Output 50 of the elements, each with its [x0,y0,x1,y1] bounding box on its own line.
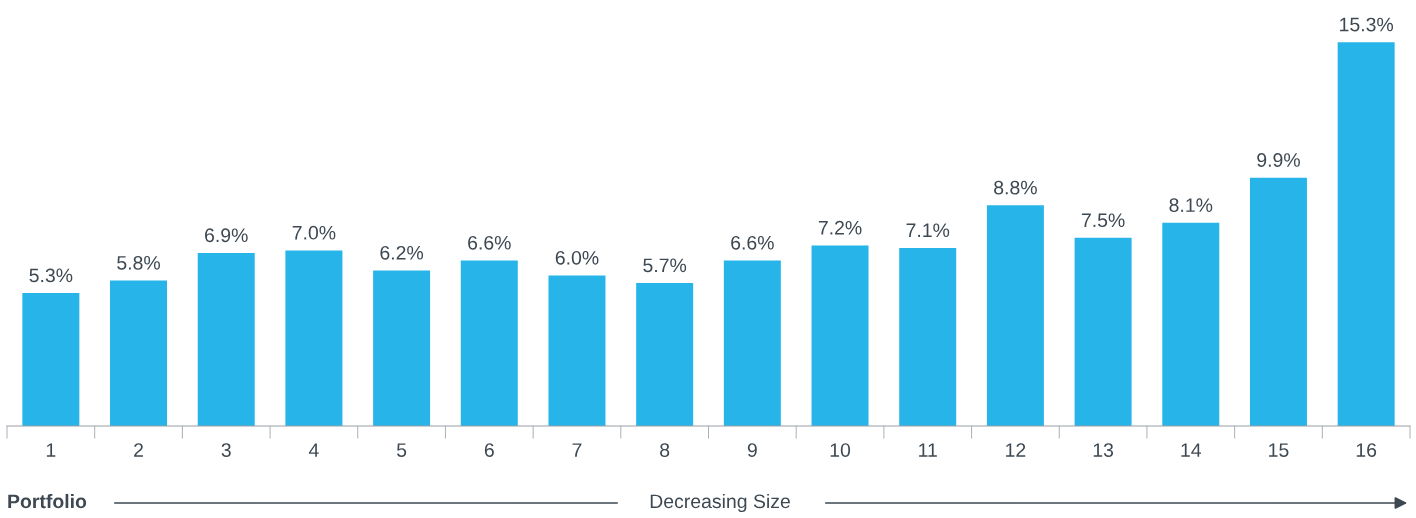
bar [636,283,694,426]
x-tick-label: 16 [1356,443,1377,457]
x-tick-label: 1 [46,443,56,457]
bar [1337,42,1395,426]
data-label: 15.3% [1340,17,1394,32]
x-tick-label: 6 [484,443,494,457]
bar [811,245,869,426]
bar [548,275,606,426]
bar [197,252,255,426]
data-label: 7.2% [818,220,862,235]
x-tick-label: 15 [1269,443,1289,457]
data-label: 9.9% [1257,153,1300,167]
x-tick-label: 12 [1006,443,1026,457]
data-label: 7.0% [292,225,336,240]
x-tick-label: 14 [1181,443,1202,457]
bar [22,293,80,426]
data-label: 7.1% [906,223,950,238]
bar [285,250,343,426]
x-tick-label: 13 [1093,443,1114,457]
bar [1162,222,1220,426]
data-label: 5.8% [117,255,160,270]
data-label: 5.3% [29,268,73,283]
data-label: 5.7% [643,258,687,273]
x-tick-label: 7 [572,443,582,457]
x-tick-label: 10 [830,443,851,457]
data-label: 6.6% [731,235,774,250]
bar [1074,237,1132,426]
bar [986,205,1044,426]
x-tick-label: 8 [660,443,670,457]
data-label: 6.2% [380,245,424,260]
bar [373,270,431,426]
x-tick-label: 9 [747,443,757,457]
data-label: 8.1% [1169,198,1213,213]
x-tick-label: 11 [919,443,937,457]
bar [723,260,781,426]
x-tick-label: 2 [134,443,143,457]
bar [110,280,168,426]
bar [1249,177,1307,426]
data-label: 6.0% [555,250,599,265]
x-tick-label: 3 [221,443,231,457]
data-label: 7.5% [1081,213,1125,228]
bar [899,247,957,426]
data-label: 6.6% [468,235,511,250]
x-tick-label: 5 [396,443,407,457]
text: Portfolio [8,493,87,509]
x-tick-label: 4 [308,443,319,457]
bar [460,260,518,426]
data-label: 6.9% [205,228,248,243]
x-axis-title: Decreasing Size [650,493,790,513]
data-label: 8.8% [994,180,1037,195]
